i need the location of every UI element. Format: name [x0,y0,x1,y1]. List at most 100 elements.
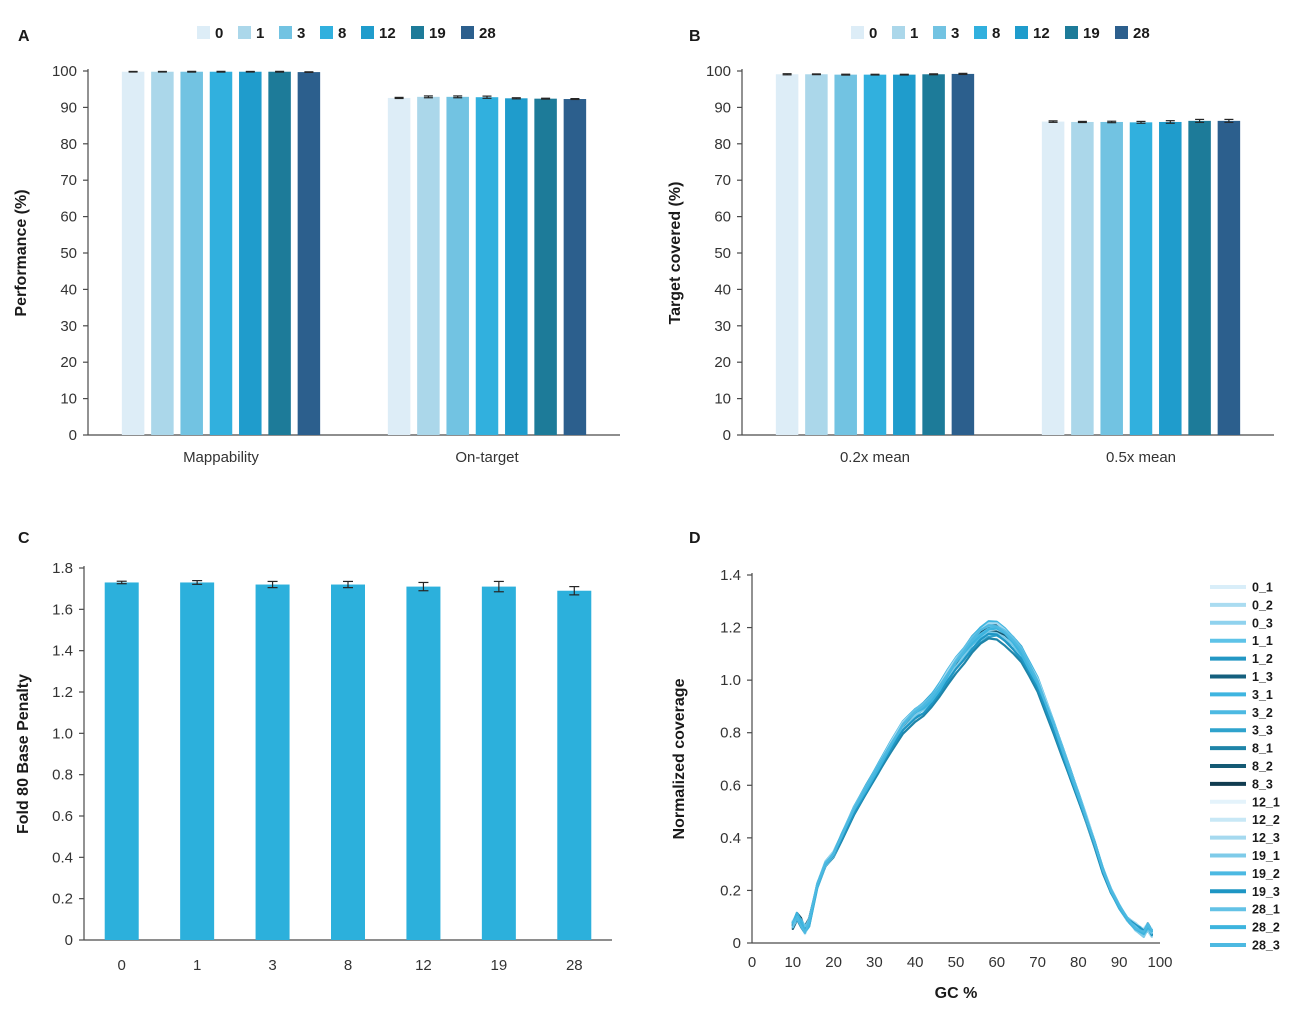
bar-0-0 [775,74,799,435]
x-tick-label: 40 [907,954,924,971]
x-axis-title: GC % [935,985,978,1002]
legend-label: 0_1 [1252,581,1273,595]
legend-label: 19_3 [1252,885,1280,899]
legend-item: 0 [197,25,223,42]
legend-label: 1_3 [1252,670,1273,684]
line-series-3_2 [791,632,1153,936]
legend-item: 19_1 [1210,849,1280,863]
bar-1-1 [417,96,440,436]
legend-label: 12_1 [1252,795,1280,809]
bar-1-0 [805,74,828,435]
y-tick-label: 10 [60,391,77,408]
legend-swatch [892,26,905,39]
legend-item: 19_2 [1210,867,1280,881]
legend-item: 3_2 [1210,706,1273,720]
line-series-19_3 [791,632,1153,937]
legend-label: 3_2 [1252,706,1273,720]
legend-item: 12_1 [1210,795,1280,809]
legend-item: 3 [279,25,305,42]
x-tick-label: 60 [988,954,1005,971]
line-series-12_1 [791,624,1153,937]
line-series-1_2 [791,622,1153,938]
legend-label: 1 [910,25,918,42]
legend-label: 0 [215,25,223,42]
legend-label: 0 [869,25,877,42]
bar-19-0 [922,74,945,435]
y-tick-label: 50 [60,245,77,262]
legend-item: 0_1 [1210,581,1273,595]
legend-item: 12_2 [1210,813,1280,827]
legend-label: 28_2 [1252,921,1280,935]
panel-d-chart: 0 0.2 0.4 0.6 0.8 1.0 1.2 1.4 0 10 20 30 40 50 60 70 80 9… [671,567,1280,1002]
legend-item: 28_3 [1210,939,1280,953]
y-tick-label: 80 [714,136,731,153]
category-label: 1 [193,957,201,974]
y-tick-label: 50 [714,245,731,262]
x-tick-label: 0 [748,954,756,971]
line-series-1_1 [791,627,1153,938]
y-tick-label: 60 [714,209,731,226]
y-axis-title: Performance (%) [13,189,30,316]
bar-3-0 [180,71,203,435]
bar-28-1 [563,99,587,435]
bar-3-1 [1100,121,1123,436]
legend-item: 28_2 [1210,921,1280,935]
legend-swatch [851,26,864,39]
y-tick-label: 30 [714,318,731,335]
line-series-28_3 [791,624,1153,934]
bar-1-0 [151,71,174,435]
category-label: 3 [268,957,276,974]
bar-19-1 [1188,120,1211,436]
legend-item: 0 [851,25,877,42]
category-label: On-target [455,449,519,466]
y-tick-label: 70 [60,172,77,189]
legend-item: 3_1 [1210,688,1273,702]
legend-swatch [411,26,424,39]
legend-label: 19_2 [1252,867,1280,881]
line-series-19_1 [791,630,1153,938]
legend-item: 19 [1065,25,1100,42]
panel-a-chart: 0 1 3 8 12 19 28 0 10 20 30 40 50 60 70 80 90 100 Performa… [13,25,620,466]
bar-0-0 [121,71,145,435]
line-series-0_3 [791,625,1153,934]
bar-19 [481,586,516,940]
bar-8 [331,584,365,940]
legend-label: 19 [429,25,446,42]
bar-12-0 [893,74,916,435]
legend-label: 12 [1033,25,1050,42]
category-label: 0.5x mean [1106,449,1176,466]
category-label: 28 [566,957,583,974]
category-label: 12 [415,957,432,974]
legend-label: 1_1 [1252,634,1273,648]
y-tick-label: 0.4 [720,830,741,847]
y-tick-label: 10 [714,391,731,408]
legend-item: 12_3 [1210,831,1280,845]
panel-c-letter: C [18,530,30,547]
legend-label: 28 [1133,25,1150,42]
legend-item: 1 [892,25,918,42]
category-label: 0 [118,957,126,974]
bar-3 [255,584,290,940]
x-tick-label: 50 [948,954,965,971]
bar-28-0 [297,72,321,435]
panel-d-letter: D [689,530,701,547]
y-axis-title: Normalized coverage [671,678,688,839]
legend-label: 12_3 [1252,831,1280,845]
y-tick-label: 0.6 [52,808,73,825]
legend-item: 8 [974,25,1000,42]
legend-swatch [238,26,251,39]
bar-28-0 [951,73,975,436]
legend-label: 12_2 [1252,813,1280,827]
y-tick-label: 1.2 [52,684,73,701]
legend-item: 12 [1015,25,1050,42]
y-tick-label: 1.0 [52,725,73,742]
legend-item: 0_3 [1210,616,1273,630]
y-tick-label: 0 [69,427,77,444]
y-tick-label: 0 [723,427,731,444]
y-tick-label: 100 [706,63,731,80]
bar-12-0 [239,71,262,435]
bar-12-1 [505,98,528,436]
legend-label: 12 [379,25,396,42]
legend-item: 19 [411,25,446,42]
y-tick-label: 0.2 [720,882,741,899]
